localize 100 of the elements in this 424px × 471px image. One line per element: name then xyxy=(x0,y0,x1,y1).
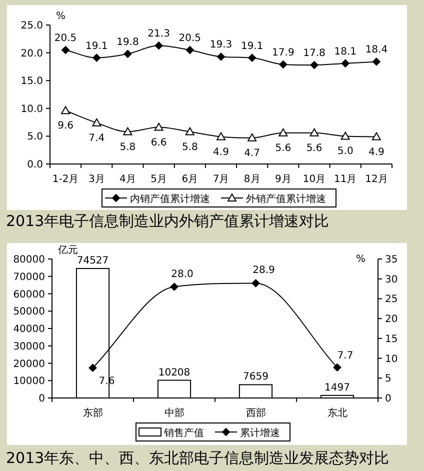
data-label: 19.1 xyxy=(86,40,108,52)
y-tick-label: 10000 xyxy=(13,376,45,388)
data-label: 4.9 xyxy=(213,146,229,158)
x-tick-label: 12月 xyxy=(365,174,388,185)
point xyxy=(341,59,350,68)
y-tick-label: 5.0 xyxy=(27,132,43,143)
data-label: 5.8 xyxy=(120,142,136,153)
point xyxy=(186,46,194,54)
point xyxy=(123,127,132,136)
point xyxy=(61,106,70,114)
data-label: 17.9 xyxy=(272,47,294,58)
text: 2013年电子信息制造业内外销产值累计增速对比 xyxy=(6,212,330,230)
legend-label: 内销产值累计增速 xyxy=(130,193,210,205)
data-label: 9.6 xyxy=(58,120,74,132)
data-label: 5.6 xyxy=(306,142,322,154)
x-tick-label: 11月 xyxy=(334,174,357,185)
y-tick-label: 40000 xyxy=(13,324,45,335)
y2-tick-label: 15 xyxy=(385,334,398,345)
data-label: 7.4 xyxy=(88,132,105,144)
y-tick-label: 50000 xyxy=(13,306,45,318)
point xyxy=(252,279,260,288)
y-axis-title: 亿元 xyxy=(57,245,78,256)
x-tick-label: 10月 xyxy=(302,174,326,185)
point xyxy=(92,118,102,126)
point xyxy=(372,132,381,140)
y-tick-label: 0.0 xyxy=(27,160,43,170)
data-label: 17.8 xyxy=(303,48,326,60)
data-label: 4.7 xyxy=(244,148,260,159)
data-label: 19.8 xyxy=(116,36,139,48)
point xyxy=(310,128,319,136)
y2-tick-label: 10 xyxy=(385,354,398,365)
point xyxy=(333,363,342,372)
data-label: 18.1 xyxy=(334,46,356,58)
text: 2013年东、中、西、东北部电子信息制造业发展态势对比 xyxy=(6,449,390,467)
x-tick-label: 东部 xyxy=(82,407,103,419)
point xyxy=(185,127,194,136)
y-tick-label: 20.0 xyxy=(20,48,43,60)
y2-tick-label: 30 xyxy=(385,274,398,286)
legend-label: 累计增速 xyxy=(240,427,280,439)
x-tick-label: 7月 xyxy=(212,174,230,185)
point xyxy=(278,128,288,136)
data-label: 4.9 xyxy=(368,146,384,158)
y2-tick-label: 0 xyxy=(385,394,392,404)
point xyxy=(310,61,318,70)
x-tick-label: 3月 xyxy=(88,174,105,185)
x-tick-label: 5月 xyxy=(150,174,168,185)
x-tick-label: 8月 xyxy=(244,174,260,185)
y-axis-title: % xyxy=(56,11,66,22)
data-label: 19.3 xyxy=(210,40,232,51)
point xyxy=(124,50,132,58)
y-tick-label: 20000 xyxy=(13,358,45,370)
point xyxy=(340,132,350,140)
x-tick-label: 6月 xyxy=(182,174,198,185)
point xyxy=(154,42,163,50)
point xyxy=(88,364,97,372)
y2-tick-label: 25 xyxy=(385,294,398,306)
data-label: 10208 xyxy=(158,367,190,378)
y-tick-label: 0 xyxy=(38,394,45,404)
x-tick-label: 1-2月 xyxy=(52,174,79,185)
x-tick-label: 中部 xyxy=(164,407,184,419)
y-tick-label: 80000 xyxy=(13,254,45,266)
y-tick-label: 60000 xyxy=(13,289,45,300)
data-label: 1497 xyxy=(324,382,350,394)
point xyxy=(216,132,226,140)
legend-label: 销售产值 xyxy=(163,427,204,439)
data-label: 19.1 xyxy=(240,40,264,52)
x-tick-label: 东北 xyxy=(327,407,348,419)
point xyxy=(92,54,101,62)
point xyxy=(62,46,70,54)
data-label: 20.5 xyxy=(54,33,77,44)
data-label: 28.0 xyxy=(171,268,194,280)
point xyxy=(279,60,288,68)
data-label: 74527 xyxy=(76,256,109,267)
y-tick-label: 25.0 xyxy=(20,20,43,32)
data-label: 6.6 xyxy=(150,137,167,148)
y-tick-label: 10.0 xyxy=(20,104,43,115)
x-tick-label: 西部 xyxy=(246,407,266,419)
legend-label: 外销产值累计增速 xyxy=(246,193,326,205)
data-label: 21.3 xyxy=(148,28,170,40)
data-label: 18.4 xyxy=(365,44,388,56)
y2-tick-label: 35 xyxy=(385,254,398,266)
data-label: 28.9 xyxy=(252,265,275,276)
point xyxy=(248,133,257,142)
y-tick-label: 70000 xyxy=(13,272,45,283)
point xyxy=(248,54,256,62)
data-label: 5.0 xyxy=(337,146,354,158)
y-tick-label: 15.0 xyxy=(20,76,43,88)
y2-tick-label: 5 xyxy=(385,374,392,385)
point xyxy=(170,282,178,291)
point xyxy=(217,52,225,61)
y2-axis-title: % xyxy=(356,254,366,265)
x-tick-label: 4月 xyxy=(120,174,136,185)
data-label: 5.8 xyxy=(182,142,198,153)
y-tick-label: 30000 xyxy=(13,341,45,352)
point xyxy=(154,122,164,131)
data-label: 7659 xyxy=(243,372,268,383)
data-label: 5.6 xyxy=(275,142,292,154)
point xyxy=(372,58,380,66)
data-label: 20.5 xyxy=(178,33,202,44)
x-tick-label: 9月 xyxy=(274,174,292,185)
